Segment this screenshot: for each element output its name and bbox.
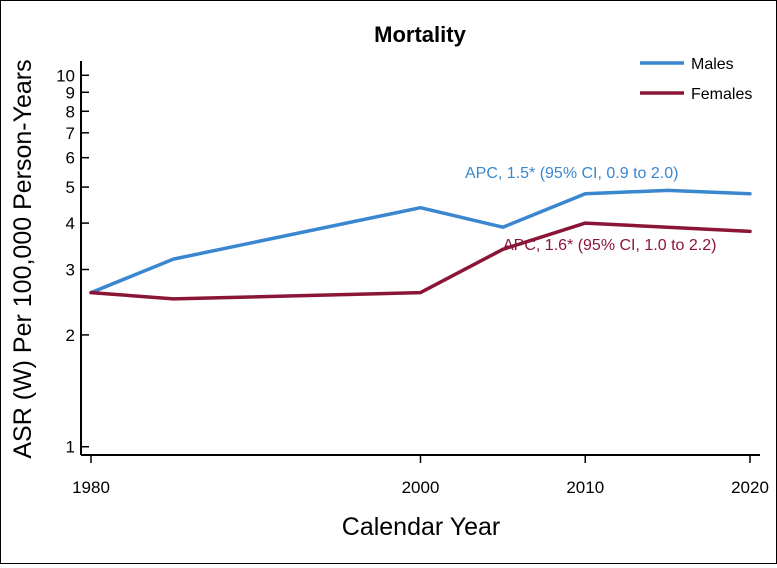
annotation-males-apc: APC, 1.5* (95% CI, 0.9 to 2.0) [465,165,678,182]
x-tick-label: 2000 [402,478,440,497]
x-ticks: 1980 2000 2010 2020 [72,455,769,497]
series-line-females [89,221,752,301]
series-lines [89,188,752,301]
y-tick-label: 9 [66,83,75,102]
legend-label-females: Females [691,86,752,103]
y-tick-label: 8 [66,102,75,121]
legend: Males Females [640,56,752,103]
y-tick-label: 4 [66,214,75,233]
y-tick-label: 7 [66,124,75,143]
x-axis-label: Calendar Year [342,513,500,541]
x-tick-label: 2020 [731,478,769,497]
x-tick-label: 1980 [72,478,110,497]
y-tick-label: 2 [66,326,75,345]
y-tick-label: 5 [66,178,75,197]
y-tick-label: 10 [56,66,75,85]
legend-label-males: Males [691,56,734,73]
annotation-females-apc: APC, 1.6* (95% CI, 1.0 to 2.2) [503,237,716,254]
chart-title: Mortality [374,22,466,47]
y-tick-label: 6 [66,149,75,168]
y-tick-label: 3 [66,261,75,280]
y-axis-label: ASR (W) Per 100,000 Person-Years [9,59,37,458]
series-line-males [89,188,752,295]
y-tick-label: 1 [66,438,75,457]
x-tick-label: 2010 [566,478,604,497]
